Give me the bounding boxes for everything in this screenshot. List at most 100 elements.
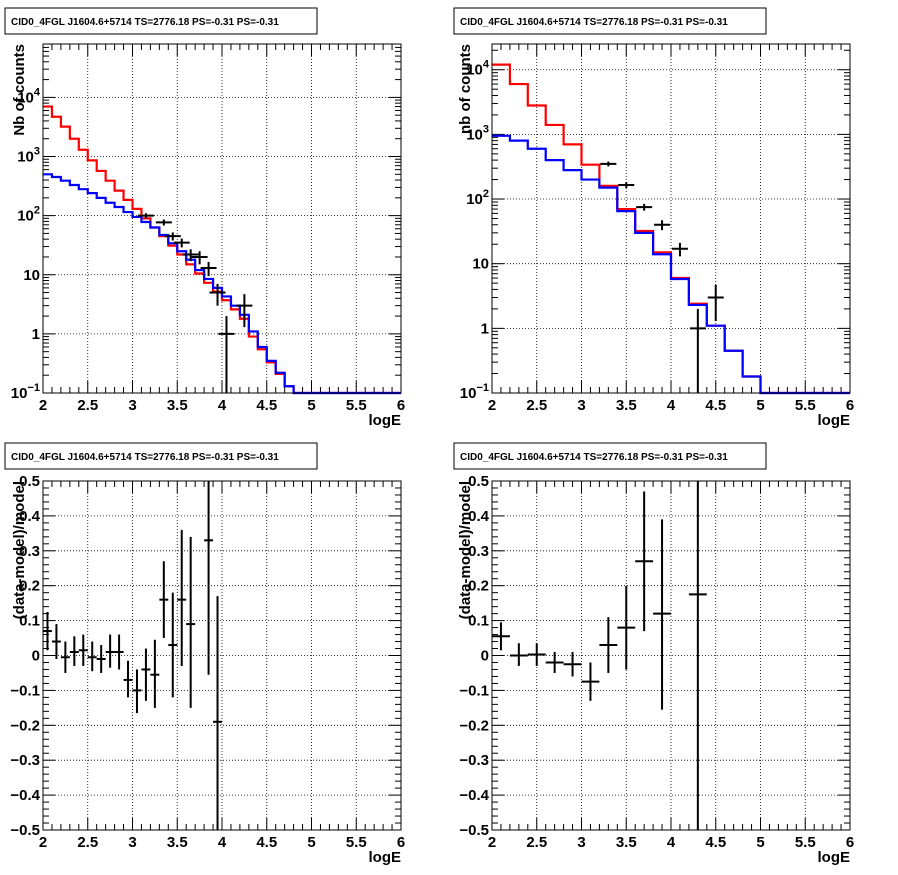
data-point [213,596,222,830]
data-point [60,641,70,673]
data-point [563,652,582,677]
x-tick-label: 4.5 [256,397,277,414]
data-point [688,481,707,830]
data-point [689,308,706,393]
y-tick-label: 0.4 [19,508,41,525]
data-point [182,249,199,262]
data-point [653,519,671,710]
x-tick-label: 5 [307,834,315,851]
y-tick-label: 10 [23,267,40,284]
y-tick-label: 10 [472,256,489,273]
x-tick-label: 6 [397,397,405,414]
data-point [105,634,115,668]
y-axis-title: (data-model)/model [11,481,28,619]
x-tick-label: 2.5 [526,397,547,414]
title-box-frame [4,7,318,35]
y-tick-label: −0.3 [10,752,40,769]
y-tick-base: 10 [466,62,483,79]
y-tick-label: 0.3 [19,543,40,560]
x-tick-label: 4 [218,397,227,414]
y-tick-label: 1 [32,326,40,343]
data-point [671,242,688,257]
series-data-points [43,481,222,830]
y-tick-label: 0 [481,648,489,665]
series-data-points [600,161,724,393]
x-tick-label: 4 [218,834,227,851]
x-tick-label: 2.5 [526,834,547,851]
data-point [527,643,546,666]
x-tick-label: 2 [488,397,496,414]
title-box-frame [453,7,767,35]
y-tick-base: 10 [466,191,483,208]
data-point [200,261,217,277]
data-point [150,639,160,708]
x-tick-label: 2 [488,834,496,851]
chart-title: CID0_4FGL J1604.6+5714 TS=2776.18 PS=-0.… [11,17,279,28]
x-tick-label: 2.5 [77,834,98,851]
y-tick-label: 104 [17,86,41,106]
data-point [218,316,235,393]
x-tick-label: 5 [307,397,315,414]
y-tick-label: 0.5 [19,473,40,490]
y-axis-title: nb of counts [457,44,474,134]
x-axis-title: logE [818,412,851,429]
y-tick-exponent: 3 [483,123,489,135]
panel-counts-coarse: CID0_4FGL J1604.6+5714 TS=2776.18 PS=-0.… [453,7,854,429]
data-point [51,624,61,659]
x-axis-title: logE [369,412,402,429]
title-box: CID0_4FGL J1604.6+5714 TS=2776.18 PS=-0.… [453,7,767,35]
plot-frame [491,43,851,394]
y-tick-exponent: 3 [34,146,40,158]
title-box: CID0_4FGL J1604.6+5714 TS=2776.18 PS=-0.… [4,442,318,470]
data-point [78,634,88,666]
x-tick-label: 4 [667,834,676,851]
series-model-source-histogram [492,134,850,395]
data-point [617,585,636,670]
data-point [618,182,635,189]
data-point [581,662,600,701]
y-tick-label: 103 [466,123,489,143]
data-point [159,561,169,639]
y-tick-exponent: 2 [483,188,489,200]
y-tick-base: 10 [17,208,34,225]
y-tick-label: 103 [17,146,40,166]
x-axis-title: logE [369,849,402,866]
x-tick-label: 6 [397,834,405,851]
ticks [491,44,851,394]
y-tick-label: −0.5 [10,822,40,839]
data-point [186,536,196,708]
series-data-points [492,481,707,830]
data-point [69,636,79,666]
y-tick-label: −0.1 [10,682,40,699]
data-point [654,220,671,231]
x-tick-label: 6 [846,397,854,414]
x-tick-label: 2 [39,834,47,851]
x-tick-label: 4.5 [256,834,277,851]
data-point [707,284,724,321]
data-point [132,669,142,714]
data-point [43,611,52,651]
x-tick-label: 5 [756,834,764,851]
x-tick-label: 3 [577,397,585,414]
y-tick-exponent: 2 [34,205,40,217]
x-tick-label: 3 [128,397,136,414]
x-tick-label: 6 [846,834,854,851]
x-tick-label: 4 [667,397,676,414]
y-tick-label: 0.2 [19,578,40,595]
x-tick-label: 4.5 [705,834,726,851]
panel-residuals-coarse: CID0_4FGL J1604.6+5714 TS=2776.18 PS=-0.… [453,442,854,866]
ticks [491,480,851,831]
y-tick-label: 10−1 [460,382,489,402]
data-point [204,481,214,675]
y-tick-label: −0.1 [459,682,489,699]
title-box: CID0_4FGL J1604.6+5714 TS=2776.18 PS=-0.… [4,7,318,35]
series-data-points [137,213,253,393]
title-box-frame [4,442,318,470]
title-box-frame [453,442,767,470]
data-point [87,641,97,672]
x-axis-title: logE [818,849,851,866]
plot-frame [42,480,402,831]
y-tick-base: 10 [11,385,28,402]
grid [43,44,401,393]
